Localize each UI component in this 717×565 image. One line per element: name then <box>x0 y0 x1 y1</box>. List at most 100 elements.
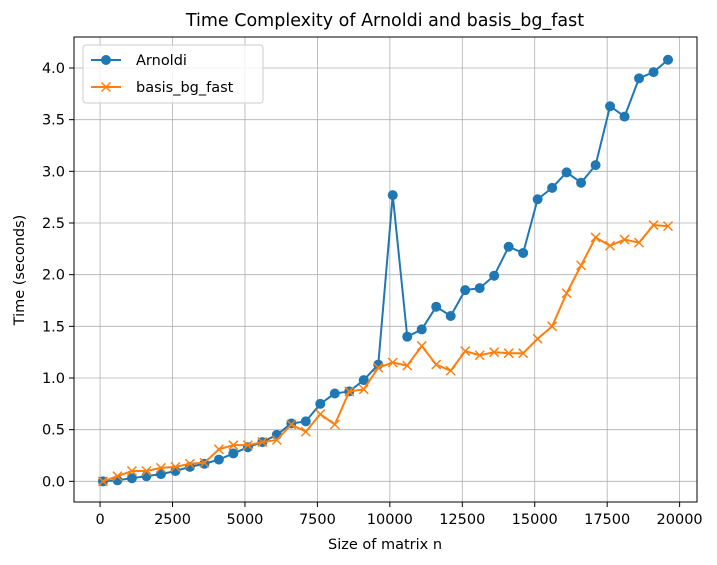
data-point-basis-bg-fast <box>373 362 384 373</box>
data-point-arnoldi <box>300 416 311 427</box>
y-tick-label: 1.0 <box>42 371 65 387</box>
x-tick-label: 12500 <box>439 512 485 528</box>
data-point-basis-bg-fast <box>155 462 166 473</box>
y-tick-label: 0.5 <box>42 423 65 439</box>
data-point-arnoldi <box>155 469 166 480</box>
x-tick-label: 10000 <box>367 512 413 528</box>
data-point-basis-bg-fast <box>286 419 297 430</box>
data-point-arnoldi <box>518 247 529 258</box>
data-point-arnoldi <box>431 301 442 312</box>
data-point-arnoldi <box>634 73 645 84</box>
data-point-basis-bg-fast <box>228 440 239 451</box>
axis-ticks: 0 2500 5000 7500 10000 12500 15000 17500 20000 0.… <box>42 61 703 528</box>
data-point-basis-bg-fast <box>184 458 195 469</box>
data-point-basis-bg-fast <box>503 348 514 359</box>
data-point-basis-bg-fast <box>126 465 137 477</box>
data-point-arnoldi <box>576 177 587 188</box>
legend-box <box>82 44 264 104</box>
data-point-arnoldi <box>489 270 500 281</box>
data-point-basis-bg-fast <box>518 348 529 359</box>
data-point-basis-bg-fast <box>97 476 109 487</box>
data-point-basis-bg-fast <box>402 360 413 371</box>
data-point-arnoldi <box>402 331 413 342</box>
x-tick-label: 15000 <box>512 512 558 528</box>
chart-title: Time Complexity of Arnoldi and basis_bg_… <box>185 11 584 31</box>
data-point-basis-bg-fast <box>170 461 181 472</box>
y-tick-label: 2.0 <box>42 268 65 284</box>
data-point-basis-bg-fast <box>431 359 442 370</box>
data-point-arnoldi <box>213 454 224 465</box>
data-point-basis-bg-fast <box>619 234 630 245</box>
data-point-basis-bg-fast <box>547 321 558 332</box>
data-point-basis-bg-fast <box>561 288 572 299</box>
data-point-basis-bg-fast <box>445 365 456 376</box>
data-point-basis-bg-fast <box>662 221 674 232</box>
data-point-basis-bg-fast <box>634 237 645 248</box>
data-point-basis-bg-fast <box>199 457 210 468</box>
data-point-basis-bg-fast <box>344 386 355 397</box>
data-point-basis-bg-fast <box>387 357 398 368</box>
y-tick-label: 3.0 <box>42 164 65 180</box>
data-point-basis-bg-fast <box>474 350 485 361</box>
data-point-basis-bg-fast <box>141 465 152 477</box>
data-point-basis-bg-fast <box>242 440 253 451</box>
data-point-basis-bg-fast <box>358 384 369 395</box>
data-point-arnoldi <box>663 54 674 65</box>
y-tick-label: 3.5 <box>42 113 65 129</box>
data-point-basis-bg-fast <box>576 260 587 271</box>
data-point-basis-bg-fast <box>112 471 123 482</box>
data-point-arnoldi <box>648 67 659 78</box>
x-tick-label: 7500 <box>299 512 336 528</box>
x-tick-label: 20000 <box>657 512 703 528</box>
data-point-basis-bg-fast <box>648 220 659 231</box>
legend-arnoldi-marker <box>101 55 111 65</box>
data-point-basis-bg-fast <box>213 444 224 455</box>
legend-label-basis: basis_bg_fast <box>136 80 234 96</box>
series-line-basis-bg-fast <box>102 224 669 483</box>
data-point-arnoldi <box>503 241 514 252</box>
plot-series <box>97 54 674 487</box>
data-point-basis-bg-fast <box>416 340 427 351</box>
data-point-arnoldi <box>228 448 239 459</box>
data-point-basis-bg-fast <box>257 437 268 448</box>
data-point-arnoldi <box>126 473 137 484</box>
legend: Arnoldi basis_bg_fast <box>82 44 264 104</box>
data-point-basis-bg-fast <box>605 240 616 251</box>
data-point-arnoldi <box>329 388 340 399</box>
data-point-arnoldi <box>358 375 369 386</box>
data-point-basis-bg-fast <box>315 409 326 420</box>
data-point-basis-bg-fast <box>329 419 340 430</box>
y-axis-title: Time (seconds) <box>12 215 28 327</box>
data-point-arnoldi <box>547 182 558 193</box>
data-point-arnoldi <box>619 111 630 122</box>
x-axis-title: Size of matrix n <box>328 537 442 553</box>
data-point-arnoldi <box>416 324 427 335</box>
plot-frame <box>73 36 698 503</box>
data-point-basis-bg-fast <box>300 426 311 437</box>
data-point-arnoldi <box>474 283 485 294</box>
x-tick-label: 0 <box>95 512 104 528</box>
data-point-arnoldi <box>532 194 543 205</box>
data-point-basis-bg-fast <box>489 347 500 358</box>
data-point-basis-bg-fast <box>460 346 471 357</box>
y-tick-label: 4.0 <box>42 61 65 77</box>
data-point-arnoldi <box>387 190 398 201</box>
x-tick-label: 5000 <box>227 512 264 528</box>
data-point-arnoldi <box>561 167 572 178</box>
data-point-basis-bg-fast <box>271 434 282 446</box>
y-tick-label: 1.5 <box>42 319 65 335</box>
series-basis-bg-fast <box>97 220 674 487</box>
data-point-arnoldi <box>590 160 601 171</box>
data-point-arnoldi <box>445 311 456 321</box>
data-point-arnoldi <box>605 101 616 112</box>
y-tick-label: 0.0 <box>42 474 65 490</box>
series-line-arnoldi <box>102 58 669 483</box>
legend-basis-marker <box>100 81 112 93</box>
data-point-arnoldi <box>141 471 152 482</box>
y-tick-label: 2.5 <box>42 216 65 232</box>
x-tick-label: 17500 <box>584 512 630 528</box>
data-point-basis-bg-fast <box>590 232 601 243</box>
x-tick-label: 2500 <box>154 512 191 528</box>
data-point-basis-bg-fast <box>532 333 543 344</box>
